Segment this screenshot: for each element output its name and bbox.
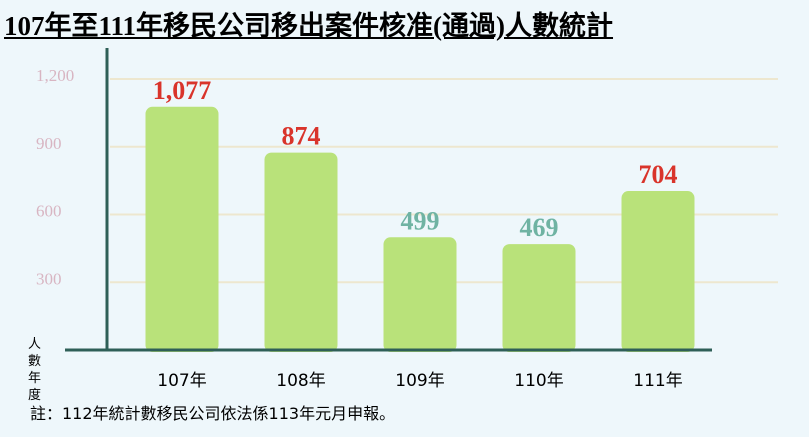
y-tick-label: 600: [36, 202, 62, 221]
y-tick-label: 1,200: [36, 66, 74, 85]
bar: [383, 237, 457, 352]
x-axis-label: 年度: [28, 371, 42, 403]
x-category-label: 107年: [157, 371, 206, 391]
y-axis-label: 人數: [28, 337, 42, 369]
bars: [145, 106, 695, 352]
x-category-label: 111年: [633, 371, 682, 391]
chart-title: 107年至111年移民公司移出案件核准(通過)人數統計: [4, 11, 614, 41]
data-label: 1,077: [153, 76, 212, 105]
x-category-label: 108年: [276, 371, 325, 391]
bar: [621, 191, 695, 352]
bar: [145, 106, 219, 352]
x-axis-categories: 107年 108年 109年 110年 111年: [157, 371, 682, 391]
data-labels: 1,077 874 499 469 704: [153, 76, 678, 242]
data-label: 499: [401, 206, 440, 235]
y-axis-ticks: 300 600 900 1,200: [36, 66, 74, 288]
bar: [264, 152, 338, 352]
data-label: 874: [282, 122, 321, 151]
axes: [65, 48, 712, 352]
x-category-label: 110年: [514, 371, 563, 391]
axis-labels: 人數 年度: [28, 336, 42, 404]
y-tick-label: 300: [36, 269, 62, 288]
bar: [502, 244, 576, 352]
data-label: 469: [520, 213, 559, 242]
data-label: 704: [639, 160, 678, 189]
y-tick-label: 900: [36, 134, 62, 153]
x-category-label: 109年: [395, 371, 444, 391]
footnote: 註：112年統計數移民公司依法係113年元月申報。: [30, 404, 396, 423]
